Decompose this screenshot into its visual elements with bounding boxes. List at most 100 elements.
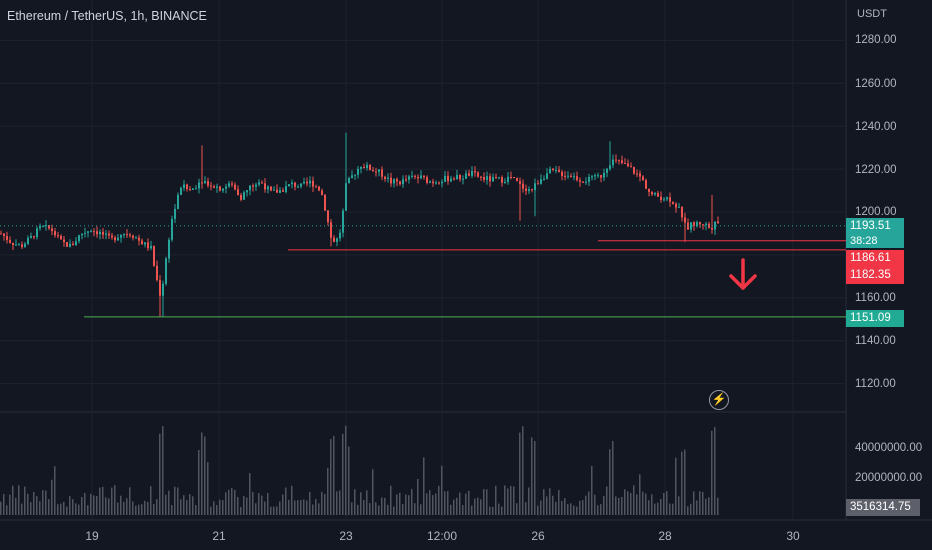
volume-bar	[201, 432, 203, 515]
volume-bar	[258, 493, 260, 515]
volume-bar	[243, 496, 245, 515]
price-tick: 1200.00	[855, 206, 897, 218]
candle-body	[432, 181, 434, 184]
candle-body	[279, 190, 281, 193]
volume-bar	[507, 488, 509, 515]
candle-body	[492, 177, 494, 182]
candle-body	[51, 228, 53, 232]
volume-bars	[0, 425, 719, 515]
volume-bar	[360, 492, 362, 515]
candle-body	[108, 233, 110, 236]
volume-bar	[48, 499, 50, 515]
candle-body	[345, 183, 347, 211]
candle-body	[375, 171, 377, 173]
time-tick: 26	[531, 529, 545, 543]
candle-body	[198, 182, 200, 189]
candle-body	[603, 172, 605, 178]
candle-body	[240, 195, 242, 200]
candle-body	[588, 177, 590, 182]
candle-body	[9, 239, 11, 243]
volume-bar	[351, 502, 353, 515]
volume-bar	[150, 486, 152, 515]
candle-body	[402, 179, 404, 185]
candle-body	[357, 168, 359, 175]
candle-body	[411, 175, 413, 177]
volume-bar	[357, 504, 359, 515]
volume-bar	[447, 491, 449, 515]
candle-body	[474, 170, 476, 173]
volume-bar	[468, 490, 470, 515]
volume-bar	[471, 505, 473, 515]
volume-bar	[261, 495, 263, 515]
volume-bar	[159, 433, 161, 515]
volume-bar	[81, 497, 83, 515]
volume-bar	[615, 496, 617, 515]
candle-body	[522, 183, 524, 189]
candle-body	[672, 201, 674, 204]
lightning-bolt-icon[interactable]: ⚡	[709, 390, 729, 410]
time-tick: 28	[658, 529, 672, 543]
candle-body	[372, 170, 374, 172]
candle-body	[27, 237, 29, 244]
candle-body	[219, 186, 221, 191]
candle-body	[156, 265, 158, 281]
candle-body	[195, 188, 197, 190]
candle-body	[579, 180, 581, 182]
volume-bar	[42, 490, 44, 515]
candle-body	[213, 186, 215, 188]
candle-body	[390, 177, 392, 184]
volume-bar	[504, 485, 506, 515]
volume-bar	[222, 500, 224, 515]
candle-body	[702, 224, 704, 226]
volume-bar	[519, 432, 521, 515]
volume-bar	[564, 498, 566, 515]
candle-body	[717, 221, 719, 224]
symbol-title[interactable]: Ethereum / TetherUS, 1h, BINANCE	[7, 9, 207, 23]
candle-body	[681, 206, 683, 218]
candle-body	[210, 185, 212, 187]
volume-bar	[618, 497, 620, 515]
candle-body	[378, 169, 380, 172]
volume-bar	[435, 493, 437, 515]
candle-body	[336, 238, 338, 242]
volume-bar	[129, 487, 131, 515]
price-tick: 1220.00	[855, 164, 897, 176]
volume-bar	[411, 488, 413, 515]
candle-body	[327, 210, 329, 223]
volume-bar	[672, 503, 674, 515]
volume-bar	[624, 489, 626, 515]
candle-body	[534, 183, 536, 191]
volume-bar	[651, 494, 653, 515]
candle-body	[342, 210, 344, 233]
candle-body	[186, 184, 188, 190]
volume-bar	[177, 487, 179, 515]
volume-bar	[573, 505, 575, 515]
volume-bar	[393, 506, 395, 515]
candle-body	[321, 190, 323, 195]
candle-body	[69, 243, 71, 247]
volume-bar	[192, 496, 194, 515]
candle-body	[45, 225, 47, 227]
volume-bar	[387, 504, 389, 515]
volume-bar	[633, 485, 635, 515]
support-label: 1151.09	[846, 310, 904, 327]
candle-body	[471, 170, 473, 176]
candle-body	[663, 199, 665, 201]
volume-bar	[342, 433, 344, 515]
volume-bar	[636, 494, 638, 515]
candle-body	[285, 186, 287, 192]
candle-body	[3, 233, 5, 236]
candle-body	[618, 159, 620, 161]
candle-body	[453, 178, 455, 180]
volume-bar	[210, 506, 212, 515]
candle-body	[570, 175, 572, 178]
candle-body	[585, 181, 587, 183]
volume-bar	[207, 462, 209, 515]
volume-bar	[534, 441, 536, 515]
volume-bar	[621, 496, 623, 515]
candle-body	[294, 182, 296, 187]
candle-body	[249, 185, 251, 191]
volume-bar	[717, 497, 719, 515]
candle-body	[261, 182, 263, 184]
